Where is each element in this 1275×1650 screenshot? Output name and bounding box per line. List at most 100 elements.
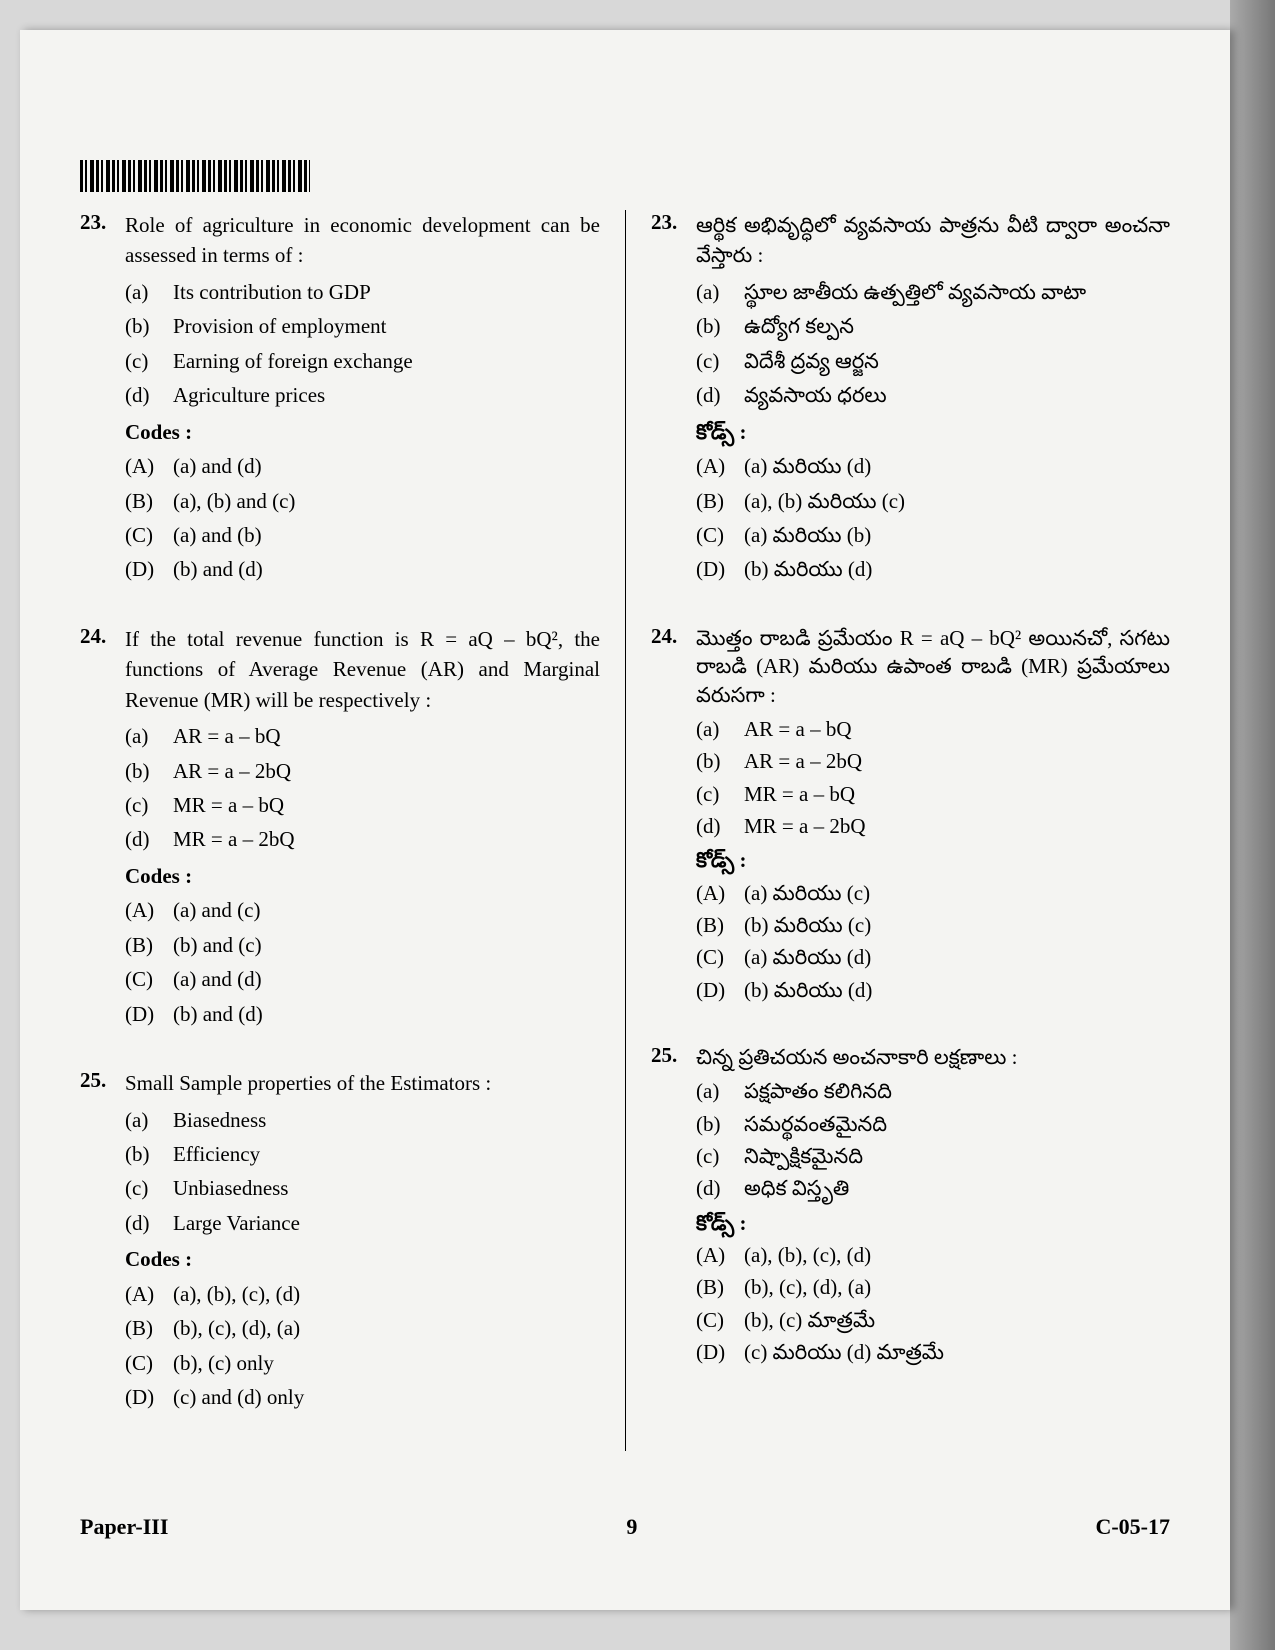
codes-list: (A)(a), (b), (c), (d) (B)(b), (c), (d), … <box>696 1241 1170 1366</box>
option-label: (d) <box>696 812 744 840</box>
option-list: (a)AR = a – bQ (b)AR = a – 2bQ (c)MR = a… <box>696 715 1170 840</box>
option-d: (d)MR = a – 2bQ <box>125 824 600 854</box>
code-D: (D)(b) మరియు (d) <box>696 976 1170 1004</box>
barcode <box>80 160 310 192</box>
option-label: (c) <box>125 790 173 820</box>
option-list: (a)స్థూల జాతీయ ఉత్పత్తిలో వ్యవసాయ వాటా (… <box>696 277 1170 411</box>
code-text: (b) and (c) <box>173 930 262 960</box>
option-text: Its contribution to GDP <box>173 277 371 307</box>
option-c: (c)విదేశీ ద్రవ్య ఆర్జన <box>696 346 1170 376</box>
code-text: (a) మరియు (d) <box>744 451 871 481</box>
code-A: (A)(a) and (c) <box>125 895 600 925</box>
page-footer: Paper-III 9 C-05-17 <box>80 1514 1170 1540</box>
option-text: ఉద్యోగ కల్పన <box>744 311 854 341</box>
code-label: (A) <box>696 1241 744 1269</box>
option-text: Earning of foreign exchange <box>173 346 413 376</box>
option-label: (b) <box>125 311 173 341</box>
code-label: (A) <box>696 451 744 481</box>
option-label: (a) <box>696 715 744 743</box>
exam-page: 23. Role of agriculture in economic deve… <box>20 30 1230 1610</box>
question-body: మొత్తం రాబడి ప్రమేయం R = aQ – bQ² అయినచో… <box>696 624 1170 1008</box>
codes-label: Codes : <box>125 861 600 891</box>
option-list: (a)Biasedness (b)Efficiency (c)Unbiasedn… <box>125 1105 600 1239</box>
question-number: 23. <box>80 210 125 589</box>
option-a: (a)పక్షపాతం కలిగినది <box>696 1077 1170 1105</box>
question-number: 24. <box>651 624 696 1008</box>
option-text: Agriculture prices <box>173 380 325 410</box>
code-D: (D)(c) మరియు (d) మాత్రమే <box>696 1338 1170 1366</box>
option-label: (a) <box>696 277 744 307</box>
option-c: (c)MR = a – bQ <box>125 790 600 820</box>
code-text: (a), (b), (c), (d) <box>744 1241 871 1269</box>
code-B: (B)(b), (c), (d), (a) <box>696 1273 1170 1301</box>
code-text: (a), (b), (c), (d) <box>173 1279 300 1309</box>
code-label: (C) <box>696 1306 744 1334</box>
code-B: (B)(b), (c), (d), (a) <box>125 1313 600 1343</box>
option-label: (d) <box>125 824 173 854</box>
option-text: Large Variance <box>173 1208 300 1238</box>
code-label: (A) <box>125 895 173 925</box>
code-B: (B)(b) and (c) <box>125 930 600 960</box>
option-text: విదేశీ ద్రవ్య ఆర్జన <box>744 346 879 376</box>
option-a: (a)AR = a – bQ <box>125 721 600 751</box>
code-text: (b) మరియు (d) <box>744 976 872 1004</box>
code-label: (D) <box>696 1338 744 1366</box>
code-A: (A)(a), (b), (c), (d) <box>696 1241 1170 1269</box>
option-label: (a) <box>696 1077 744 1105</box>
code-label: (D) <box>125 554 173 584</box>
option-label: (c) <box>696 780 744 808</box>
code-text: (a) మరియు (d) <box>744 943 871 971</box>
option-label: (a) <box>125 277 173 307</box>
option-d: (d)MR = a – 2bQ <box>696 812 1170 840</box>
option-text: AR = a – 2bQ <box>173 756 291 786</box>
code-C: (C)(a) మరియు (d) <box>696 943 1170 971</box>
code-text: (a) మరియు (c) <box>744 879 870 907</box>
code-label: (A) <box>696 879 744 907</box>
code-text: (c) and (d) only <box>173 1382 304 1412</box>
code-A: (A)(a), (b), (c), (d) <box>125 1279 600 1309</box>
codes-list: (A)(a) మరియు (c) (B)(b) మరియు (c) (C)(a)… <box>696 879 1170 1004</box>
option-text: AR = a – bQ <box>173 721 281 751</box>
option-b: (b)సమర్థవంతమైనది <box>696 1110 1170 1138</box>
code-text: (c) మరియు (d) మాత్రమే <box>744 1338 944 1366</box>
code-text: (b) మరియు (d) <box>744 554 872 584</box>
option-c: (c)MR = a – bQ <box>696 780 1170 808</box>
codes-list: (A)(a) మరియు (d) (B)(a), (b) మరియు (c) (… <box>696 451 1170 585</box>
question-25-te: 25. చిన్న ప్రతిచయన అంచనాకారి లక్షణాలు : … <box>651 1043 1170 1370</box>
question-number: 25. <box>651 1043 696 1370</box>
code-C: (C)(a) and (b) <box>125 520 600 550</box>
option-d: (d)Agriculture prices <box>125 380 600 410</box>
question-23-te: 23. ఆర్థిక అభివృద్ధిలో వ్యవసాయ పాత్రను వ… <box>651 210 1170 589</box>
code-D: (D)(b) and (d) <box>125 999 600 1029</box>
option-d: (d)అధిక విస్తృతి <box>696 1174 1170 1202</box>
option-c: (c)Unbiasedness <box>125 1173 600 1203</box>
code-text: (a) and (d) <box>173 451 262 481</box>
option-label: (c) <box>696 346 744 376</box>
right-column: 23. ఆర్థిక అభివృద్ధిలో వ్యవసాయ పాత్రను వ… <box>625 210 1170 1451</box>
option-text: స్థూల జాతీయ ఉత్పత్తిలో వ్యవసాయ వాటా <box>744 277 1086 307</box>
code-label: (B) <box>696 486 744 516</box>
option-label: (b) <box>696 747 744 775</box>
code-D: (D)(b) మరియు (d) <box>696 554 1170 584</box>
option-b: (b)AR = a – 2bQ <box>696 747 1170 775</box>
option-d: (d)వ్యవసాయ ధరలు <box>696 380 1170 410</box>
code-A: (A)(a) మరియు (c) <box>696 879 1170 907</box>
option-text: సమర్థవంతమైనది <box>744 1110 887 1138</box>
code-label: (D) <box>696 976 744 1004</box>
question-24-en: 24. If the total revenue function is R =… <box>80 624 600 1033</box>
codes-label: Codes : <box>125 1244 600 1274</box>
option-c: (c)నిష్పాక్షికమైనది <box>696 1142 1170 1170</box>
code-text: (a) and (d) <box>173 964 262 994</box>
code-text: (b), (c), (d), (a) <box>744 1273 871 1301</box>
question-body: ఆర్థిక అభివృద్ధిలో వ్యవసాయ పాత్రను వీటి … <box>696 210 1170 589</box>
option-text: వ్యవసాయ ధరలు <box>744 380 887 410</box>
question-text: ఆర్థిక అభివృద్ధిలో వ్యవసాయ పాత్రను వీటి … <box>696 210 1170 271</box>
question-number: 24. <box>80 624 125 1033</box>
code-text: (a) మరియు (b) <box>744 520 871 550</box>
codes-list: (A)(a) and (d) (B)(a), (b) and (c) (C)(a… <box>125 451 600 585</box>
question-text: చిన్న ప్రతిచయన అంచనాకారి లక్షణాలు : <box>696 1043 1170 1071</box>
option-label: (d) <box>125 1208 173 1238</box>
option-label: (d) <box>696 380 744 410</box>
option-d: (d)Large Variance <box>125 1208 600 1238</box>
question-text: If the total revenue function is R = aQ … <box>125 624 600 715</box>
